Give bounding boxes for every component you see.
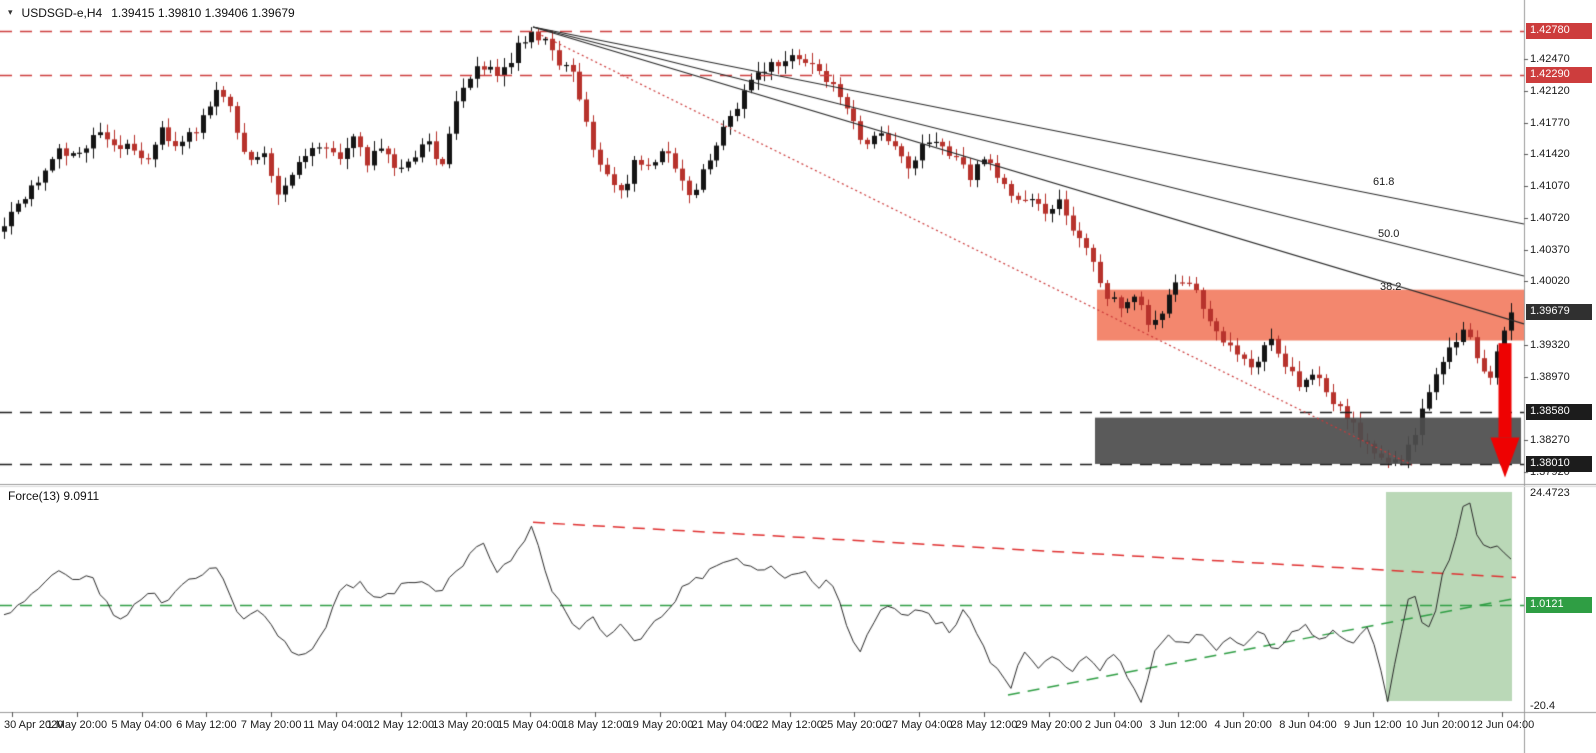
indicator-label: Force(13) 9.0911 xyxy=(8,489,100,503)
symbol-timeframe-label: USDSGD-e,H4 xyxy=(21,6,103,20)
collapse-icon[interactable]: ▾ xyxy=(8,6,13,17)
chart-header: ▾ USDSGD-e,H4 1.39415 1.39810 1.39406 1.… xyxy=(8,6,295,20)
ohlc-readout: 1.39415 1.39810 1.39406 1.39679 xyxy=(111,6,295,20)
